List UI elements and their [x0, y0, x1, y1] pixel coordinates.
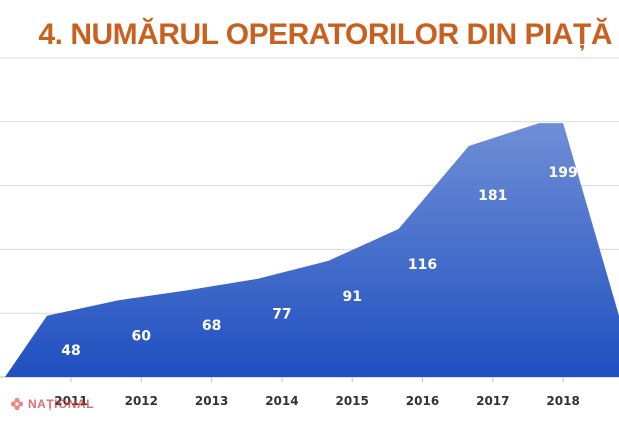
area-series [5, 123, 619, 378]
watermark-logo: NAȚIONAL [10, 397, 94, 411]
x-tick-label: 2014 [265, 394, 298, 408]
watermark-text: NAȚIONAL [28, 397, 94, 411]
data-label: 181 [478, 188, 507, 204]
x-tick-label: 2011 [54, 394, 87, 408]
x-tick-label: 2012 [125, 394, 158, 408]
watermark-flower-icon [10, 397, 24, 411]
data-label: 48 [61, 343, 80, 359]
data-label: 116 [408, 257, 437, 273]
data-label: 91 [342, 289, 361, 305]
x-tick-label: 2017 [476, 394, 509, 408]
x-tick-label: 2015 [335, 394, 368, 408]
x-tick-label: 2018 [546, 394, 579, 408]
x-tick-label: 2016 [406, 394, 439, 408]
area-fill [5, 123, 619, 378]
data-label: 199 [548, 165, 577, 181]
x-tick-label: 2013 [195, 394, 228, 408]
data-label: 60 [132, 328, 152, 344]
x-axis-ticks: 2011 2012 2013 2014 2015 2016 2017 2018 [54, 377, 580, 408]
data-label: 68 [202, 318, 221, 334]
data-labels: 48 60 68 77 91 116 181 199 [61, 165, 577, 359]
chart-title: 4. NUMĂRUL OPERATORILOR DIN PIAȚĂ [38, 18, 612, 51]
data-label: 77 [272, 307, 291, 323]
